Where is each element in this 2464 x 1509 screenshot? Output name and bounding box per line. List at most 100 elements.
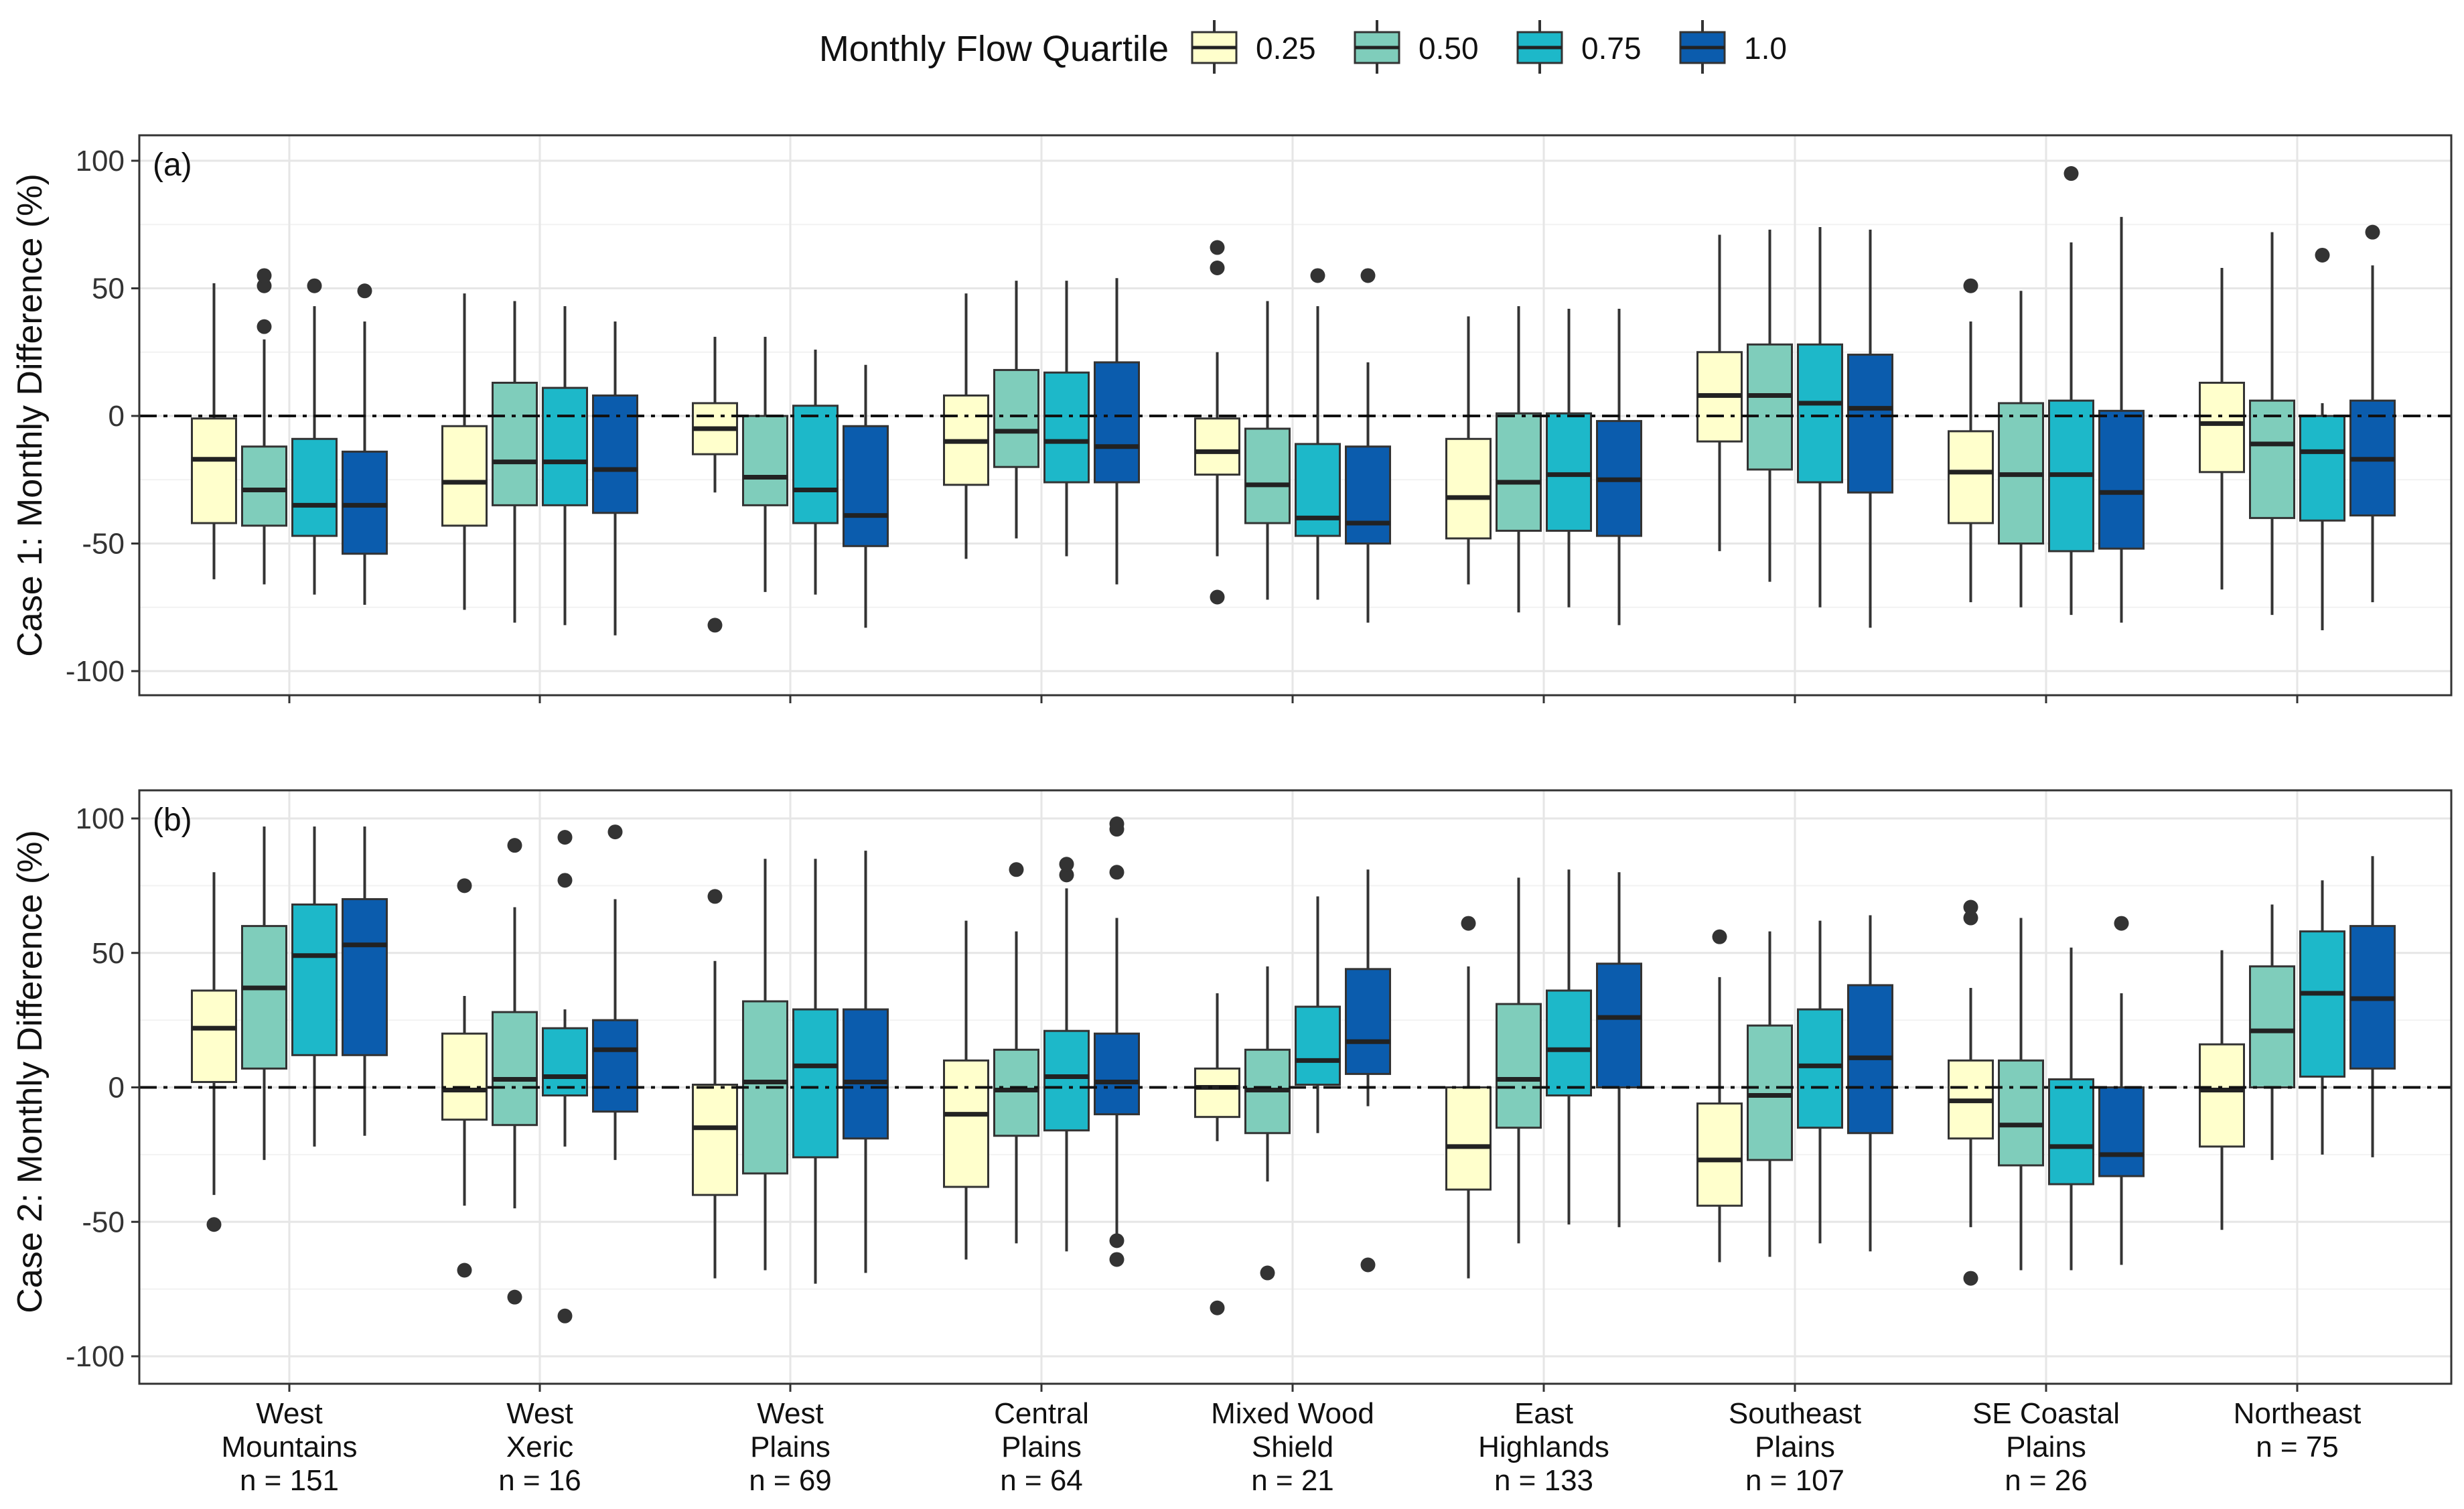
box (943, 1059, 989, 1188)
boxplot-5-1 (1194, 993, 1240, 1315)
boxplot-2-1 (441, 293, 488, 610)
y-tick-label: 50 (92, 937, 125, 970)
box (1345, 445, 1391, 545)
category-label: SE Coastal (1972, 1397, 2120, 1430)
boxplot-2-3 (542, 830, 588, 1323)
box (1295, 1005, 1341, 1086)
outlier-point (1963, 278, 1978, 293)
boxplot-6-2 (1496, 306, 1542, 613)
boxplot-7-4 (1847, 915, 1893, 1252)
box (1546, 989, 1592, 1097)
boxplot-5-3 (1295, 896, 1341, 1133)
category-label: n = 69 (749, 1464, 832, 1497)
box (1797, 343, 1843, 484)
outlier-point (557, 830, 573, 845)
boxplot-1-1 (191, 872, 237, 1232)
boxplot-5-3 (1295, 268, 1341, 600)
box (1948, 430, 1994, 524)
category-label: West (757, 1397, 823, 1430)
box (993, 1048, 1039, 1137)
outlier-point (2365, 224, 2380, 240)
category-label: Mixed Wood (1211, 1397, 1374, 1430)
boxplot-9-3 (2299, 247, 2345, 631)
category-label: Shield (1252, 1431, 1333, 1463)
box (1546, 412, 1592, 532)
box (592, 394, 638, 514)
boxplot-4-2 (993, 862, 1039, 1244)
box (1747, 1024, 1793, 1161)
outlier-point (1210, 240, 1225, 255)
outlier-point (1260, 1265, 1275, 1281)
outlier-point (1009, 862, 1024, 877)
outlier-point (607, 824, 623, 840)
boxplot-6-4 (1596, 872, 1642, 1228)
boxplot-6-2 (1496, 877, 1542, 1244)
outlier-point (1310, 268, 1325, 283)
boxplot-7-4 (1847, 229, 1893, 628)
outlier-point (1059, 857, 1074, 872)
box (342, 897, 388, 1056)
boxplot-2-4 (592, 824, 638, 1160)
box (1445, 437, 1492, 540)
box (2098, 1086, 2145, 1177)
category-label: n = 133 (1494, 1464, 1593, 1497)
outlier-point (557, 873, 573, 888)
box (1345, 968, 1391, 1075)
box (291, 437, 338, 537)
category-label: n = 75 (2256, 1431, 2339, 1463)
outlier-point (1109, 816, 1125, 832)
boxplot-3-4 (843, 851, 889, 1273)
legend-label: 0.75 (1581, 31, 1642, 66)
box (441, 425, 488, 527)
y-tick-label: -50 (82, 1206, 125, 1238)
boxplot-4-4 (1094, 816, 1140, 1267)
y-axis-title-b: Case 2: Monthly Difference (%) (11, 830, 50, 1313)
boxplot-1-3 (291, 827, 338, 1147)
boxplot-3-1 (692, 336, 738, 633)
panel-a: 100 50 0 -50 -100 (a) (66, 134, 2453, 703)
legend: Monthly Flow Quartile 0.25 0.50 0.75 1.0 (819, 20, 1787, 74)
boxplot-4-3 (1043, 857, 1090, 1252)
box (1043, 1029, 1090, 1132)
category-label: n = 151 (240, 1464, 339, 1497)
boxplot-6-4 (1596, 308, 1642, 626)
y-axis-title-a: Case 1: Monthly Difference (%) (11, 173, 50, 657)
y-tick-label: 0 (108, 1072, 125, 1104)
boxplot-1-3 (291, 278, 338, 595)
boxplot-2-3 (542, 306, 588, 626)
outlier-point (307, 278, 322, 293)
box (1244, 427, 1291, 524)
category-label: Southeast (1729, 1397, 1861, 1430)
legend-label: 0.25 (1256, 31, 1316, 66)
outlier-point (1210, 261, 1225, 276)
box (2199, 381, 2245, 474)
legend-key-0.50: 0.50 (1354, 20, 1479, 74)
box (1194, 417, 1240, 476)
box (2199, 1043, 2245, 1148)
category-label: East (1514, 1397, 1573, 1430)
boxplot-1-2 (241, 268, 287, 585)
category-label: n = 16 (498, 1464, 581, 1497)
box (1094, 361, 1140, 484)
boxplot-7-2 (1747, 931, 1793, 1257)
boxplot-8-4 (2098, 216, 2145, 623)
box (993, 368, 1039, 468)
box (542, 386, 588, 506)
box (1043, 371, 1090, 484)
legend-label: 0.50 (1419, 31, 1479, 66)
outlier-point (257, 278, 272, 293)
panel-tag: (a) (153, 147, 192, 183)
outlier-point (1210, 1300, 1225, 1315)
boxplot-3-2 (742, 336, 788, 592)
y-tick-label: 50 (92, 273, 125, 305)
box (2299, 930, 2345, 1078)
box (1194, 1067, 1240, 1119)
outlier-point (2114, 916, 2129, 931)
legend-key-0.25: 0.25 (1191, 20, 1316, 74)
outlier-point (1963, 910, 1978, 926)
box (692, 1083, 738, 1196)
box (792, 1008, 839, 1159)
category-label: n = 107 (1745, 1464, 1844, 1497)
boxplot-3-3 (792, 349, 839, 595)
